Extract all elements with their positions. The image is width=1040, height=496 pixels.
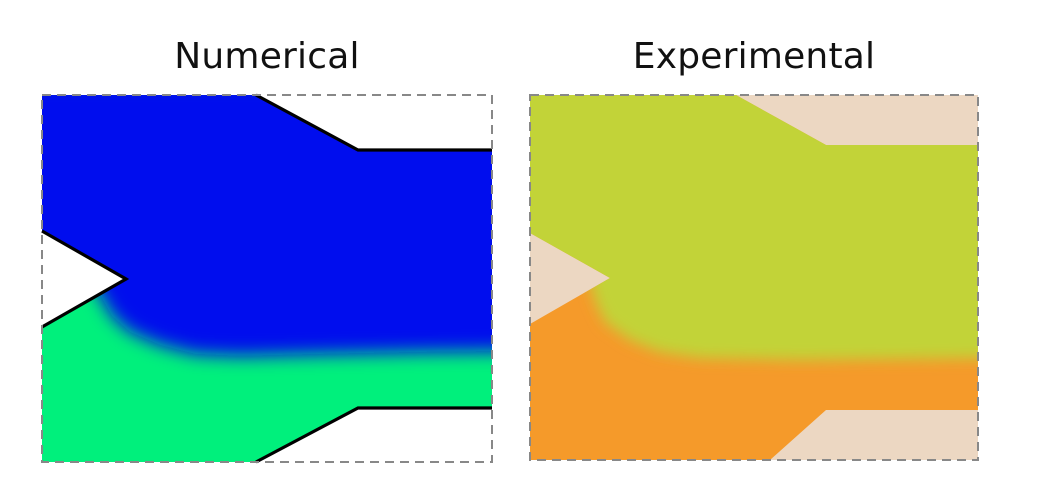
experimental-dashed-border [529,94,979,461]
inlet-wedge-wall [41,229,130,329]
lower-wall [255,406,492,464]
experimental-panel [529,94,979,461]
experimental-title: Experimental [632,36,876,77]
upper-wall [255,93,492,152]
numerical-title: Numerical [174,36,360,77]
channel-walls [41,93,492,464]
numerical-fluid [42,95,492,462]
numerical-dashed-border [41,94,493,463]
upper-stream-fluid [530,95,978,360]
numerical-panel [41,93,493,464]
